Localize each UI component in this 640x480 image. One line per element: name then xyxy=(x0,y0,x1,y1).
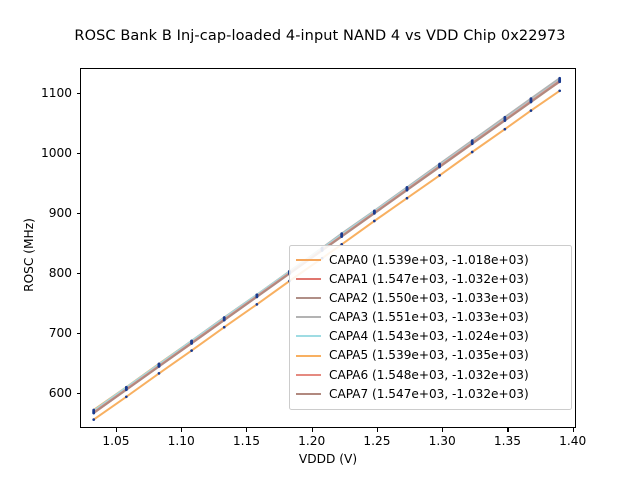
x-tick-label: 1.10 xyxy=(167,434,195,448)
data-point-marker xyxy=(92,418,96,421)
legend-label: CAPA1 (1.547e+03, -1.032e+03) xyxy=(329,271,529,286)
x-tick-mark xyxy=(181,428,183,432)
legend-label: CAPA2 (1.550e+03, -1.033e+03) xyxy=(329,290,529,305)
legend-item-capa0[interactable]: CAPA0 (1.539e+03, -1.018e+03) xyxy=(296,250,565,269)
legend-item-capa1[interactable]: CAPA1 (1.547e+03, -1.032e+03) xyxy=(296,269,565,288)
legend-color-swatch xyxy=(296,354,321,357)
y-axis-label: ROSC (MHz) xyxy=(22,218,36,292)
legend-label: CAPA6 (1.548e+03, -1.032e+03) xyxy=(329,367,529,382)
data-point-marker xyxy=(558,76,562,80)
data-point-marker xyxy=(190,349,193,352)
x-tick-mark xyxy=(311,428,313,432)
x-tick-label: 1.15 xyxy=(232,434,260,448)
data-point-marker xyxy=(372,212,376,215)
y-tick-mark xyxy=(76,332,80,334)
legend-item-capa3[interactable]: CAPA3 (1.551e+03, -1.033e+03) xyxy=(296,308,565,327)
data-point-marker xyxy=(405,188,409,192)
y-tick-mark xyxy=(76,152,80,154)
x-tick-mark xyxy=(115,428,117,432)
x-tick-label: 1.05 xyxy=(102,434,130,448)
data-point-marker xyxy=(340,235,344,238)
legend-color-swatch xyxy=(296,277,321,280)
y-tick-mark xyxy=(76,212,80,214)
data-point-marker xyxy=(503,119,507,122)
chart-legend[interactable]: CAPA0 (1.539e+03, -1.018e+03) CAPA1 (1.54… xyxy=(289,245,572,410)
data-point-marker xyxy=(124,395,128,399)
legend-color-swatch xyxy=(296,316,321,319)
data-point-marker xyxy=(157,372,161,375)
y-tick-mark xyxy=(76,392,80,394)
data-point-marker xyxy=(529,109,533,112)
data-point-marker xyxy=(529,100,533,104)
data-point-marker xyxy=(372,219,376,223)
legend-label: CAPA3 (1.551e+03, -1.033e+03) xyxy=(329,310,529,325)
data-point-marker xyxy=(470,142,474,146)
legend-label: CAPA0 (1.539e+03, -1.018e+03) xyxy=(329,252,529,267)
data-point-marker xyxy=(222,325,226,329)
x-tick-mark xyxy=(376,428,378,432)
y-tick-label: 600 xyxy=(48,385,72,400)
x-tick-mark xyxy=(442,428,444,432)
y-tick-label: 900 xyxy=(48,205,72,220)
x-tick-label: 1.25 xyxy=(363,434,391,448)
chart-title: ROSC Bank B Inj-cap-loaded 4-input NAND … xyxy=(74,28,566,44)
legend-item-capa4[interactable]: CAPA4 (1.543e+03, -1.024e+03) xyxy=(296,327,565,346)
x-tick-label: 1.35 xyxy=(493,434,522,448)
legend-item-capa7[interactable]: CAPA7 (1.547e+03, -1.032e+03) xyxy=(296,384,565,403)
data-point-marker xyxy=(438,165,441,169)
data-point-marker xyxy=(470,150,474,154)
legend-label: CAPA5 (1.539e+03, -1.035e+03) xyxy=(329,348,529,363)
data-point-marker xyxy=(255,303,259,306)
data-point-marker xyxy=(438,174,441,177)
legend-item-capa5[interactable]: CAPA5 (1.539e+03, -1.035e+03) xyxy=(296,346,565,365)
data-point-marker xyxy=(503,127,507,131)
legend-item-capa6[interactable]: CAPA6 (1.548e+03, -1.032e+03) xyxy=(296,365,565,384)
x-tick-label: 1.40 xyxy=(559,434,587,448)
x-tick-mark xyxy=(507,428,509,432)
legend-color-swatch xyxy=(296,296,321,299)
data-point-marker xyxy=(92,411,96,415)
data-point-marker xyxy=(529,97,533,100)
data-point-marker xyxy=(558,80,562,83)
data-point-marker xyxy=(157,365,161,368)
data-point-marker xyxy=(405,196,409,200)
legend-color-swatch xyxy=(296,258,321,261)
y-tick-label: 700 xyxy=(48,325,72,340)
legend-item-capa2[interactable]: CAPA2 (1.550e+03, -1.033e+03) xyxy=(296,288,565,307)
data-point-marker xyxy=(124,388,128,392)
x-axis-label: VDDD (V) xyxy=(298,452,358,466)
data-point-marker xyxy=(222,318,226,322)
legend-color-swatch xyxy=(296,392,321,395)
x-tick-mark xyxy=(572,428,574,432)
data-line-capa7 xyxy=(92,80,561,414)
x-tick-label: 1.20 xyxy=(298,434,326,448)
legend-label: CAPA7 (1.547e+03, -1.032e+03) xyxy=(329,386,529,401)
y-tick-label: 1000 xyxy=(40,145,72,160)
y-tick-mark xyxy=(76,92,80,94)
y-tick-label: 1100 xyxy=(40,85,72,100)
x-tick-mark xyxy=(246,428,248,432)
data-point-marker xyxy=(558,89,562,93)
legend-label: CAPA4 (1.543e+03, -1.024e+03) xyxy=(329,329,529,344)
legend-color-swatch xyxy=(296,373,321,376)
legend-color-swatch xyxy=(296,335,321,338)
x-tick-label: 1.30 xyxy=(428,434,456,448)
data-point-marker xyxy=(255,295,259,299)
data-point-marker xyxy=(190,342,193,345)
y-tick-mark xyxy=(76,272,80,274)
y-tick-label: 800 xyxy=(48,265,72,280)
